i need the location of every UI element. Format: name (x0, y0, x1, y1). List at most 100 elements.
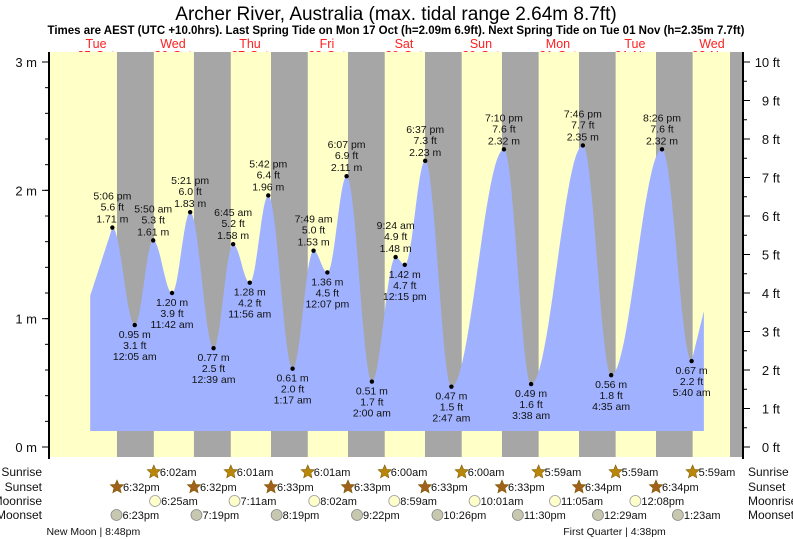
tide-height-ft: 4.9 ft (384, 231, 407, 243)
tide-height-m: 2.35 m (567, 131, 599, 143)
tide-height-m: 1.53 m (297, 237, 329, 249)
sunrise-time: 5:59am (622, 467, 659, 479)
tide-point (528, 381, 534, 387)
moonset-event: 12:29am (592, 509, 647, 522)
tide-point (501, 147, 507, 152)
tide-height-m: 2.23 m (409, 147, 441, 159)
sunset-time: 6:33pm (431, 482, 468, 494)
sunrise-icon-core (381, 468, 389, 477)
moonset-icon (351, 509, 363, 521)
high-tide-marker: 5:21 pm6.0 ft1.83 m (171, 175, 209, 215)
axes: 0 m 1 m 2 m 3 m 0 ft 1 ft 2 ft 3 ft 4 ft 5 ft 6 ft… (15, 52, 780, 459)
tide-time: 11:42 am (151, 319, 194, 331)
tide-point (580, 143, 586, 148)
tide-point (369, 379, 375, 384)
tide-height-m: 1.83 m (174, 198, 206, 210)
sunrise-event: 5:59am (685, 464, 735, 479)
low-tide-marker: 0.56 m1.8 ft4:35 am (592, 372, 630, 413)
tide-point (393, 254, 398, 260)
sunset-event: 6:33pm (494, 479, 545, 494)
tide-water-area (90, 145, 704, 431)
moonset-icon (592, 509, 604, 521)
sunset-event: 6:33pm (263, 479, 314, 494)
left-tick-label: 3 m (15, 55, 37, 70)
right-tick-label: 10 ft (755, 55, 781, 70)
sunset-icon-core (344, 483, 352, 492)
high-tide-marker: 6:07 pm6.9 ft2.11 m (328, 139, 366, 179)
sunrise-time: 6:01am (314, 467, 351, 479)
right-tick-label: 0 ft (762, 440, 780, 455)
tide-point (230, 242, 236, 247)
moonrise-time: 7:11am (241, 496, 277, 508)
tide-point (311, 248, 316, 253)
day-name: Tue (85, 37, 106, 51)
tide-height-m: 1.36 m (311, 276, 343, 288)
tide-time: 12:05 am (113, 351, 157, 363)
chart-title: Archer River, Australia (max. tidal rang… (175, 4, 616, 25)
low-tide-marker: 0.49 m1.6 ft3:38 am (512, 381, 550, 422)
tide-point (449, 384, 454, 389)
tide-height-m: 0.47 m (435, 391, 467, 403)
tide-time: 5:40 am (673, 387, 711, 399)
moonset-row-label-left: Moonset (0, 508, 43, 522)
left-tick-label: 1 m (15, 312, 37, 327)
high-tide-marker: 7:46 pm7.7 ft2.35 m (564, 108, 602, 148)
tide-point (110, 225, 115, 230)
moonset-time: 8:19pm (283, 510, 320, 522)
tide-height-m: 1.48 m (380, 243, 412, 255)
moonset-event: 10:26pm (431, 509, 486, 522)
sunrise-icon-core (150, 468, 158, 477)
right-tick-label: 7 ft (762, 171, 780, 186)
tide-time: 5:42 pm (249, 158, 287, 170)
tide-height-ft: 7.6 ft (492, 123, 515, 135)
sunset-time: 6:33pm (277, 482, 314, 494)
day-name: Wed (160, 37, 186, 51)
tide-time: 6:07 pm (328, 139, 366, 151)
tide-height-m: 0.77 m (198, 352, 230, 364)
high-tide-marker: 7:10 pm7.6 ft2.32 m (485, 112, 523, 152)
sunrise-icon-core (612, 468, 620, 477)
moonset-event: 9:22pm (351, 509, 400, 522)
sunrise-time: 6:01am (237, 467, 274, 479)
high-tide-marker: 8:26 pm7.6 ft2.32 m (643, 112, 681, 152)
tide-height-ft: 2.2 ft (680, 376, 703, 388)
moonset-event: 6:23pm (110, 509, 159, 522)
sunrise-event: 6:01am (300, 464, 351, 479)
sunset-event: 6:34pm (571, 479, 622, 494)
moonrise-icon (388, 495, 401, 507)
tide-time: 4:35 am (592, 401, 630, 413)
left-tick-label: 2 m (15, 183, 37, 198)
day-name: Fri (320, 37, 335, 51)
tide-time: 7:10 pm (485, 112, 523, 124)
moonset-icon (190, 509, 203, 521)
high-tide-marker: 7:49 am5.0 ft1.53 m (295, 214, 333, 253)
sunrise-icon-core (458, 468, 466, 477)
sunrise-event: 6:00am (377, 464, 427, 479)
tide-point (608, 372, 614, 378)
tide-height-ft: 5.0 ft (302, 225, 325, 237)
sunset-event: 6:32pm (186, 479, 237, 494)
moonrise-event: 10:01am (468, 495, 523, 508)
moonrise-time: 12:08pm (641, 496, 684, 508)
tide-point (211, 345, 216, 351)
day-name: Sat (395, 37, 414, 51)
moonset-event: 7:19pm (190, 509, 239, 522)
tide-height-ft: 6.9 ft (335, 150, 358, 162)
sunrise-time: 6:00am (468, 467, 505, 479)
tide-height-m: 1.42 m (389, 269, 421, 281)
tide-height-m: 1.20 m (156, 297, 188, 309)
tide-height-ft: 6.4 ft (257, 169, 280, 181)
tide-height-ft: 2.5 ft (202, 363, 225, 375)
sunset-event: 6:33pm (417, 479, 468, 494)
tide-time: 12:15 pm (383, 291, 427, 303)
moonrise-row-label-left: Moonrise (0, 494, 42, 508)
sunrise-time: 5:59am (545, 467, 582, 479)
sunset-icon-core (498, 483, 506, 492)
tide-time: 11:56 am (228, 309, 271, 321)
tide-time: 7:46 pm (564, 108, 602, 120)
right-tick-label: 8 ft (762, 132, 780, 147)
tide-height-m: 1.61 m (137, 226, 169, 238)
